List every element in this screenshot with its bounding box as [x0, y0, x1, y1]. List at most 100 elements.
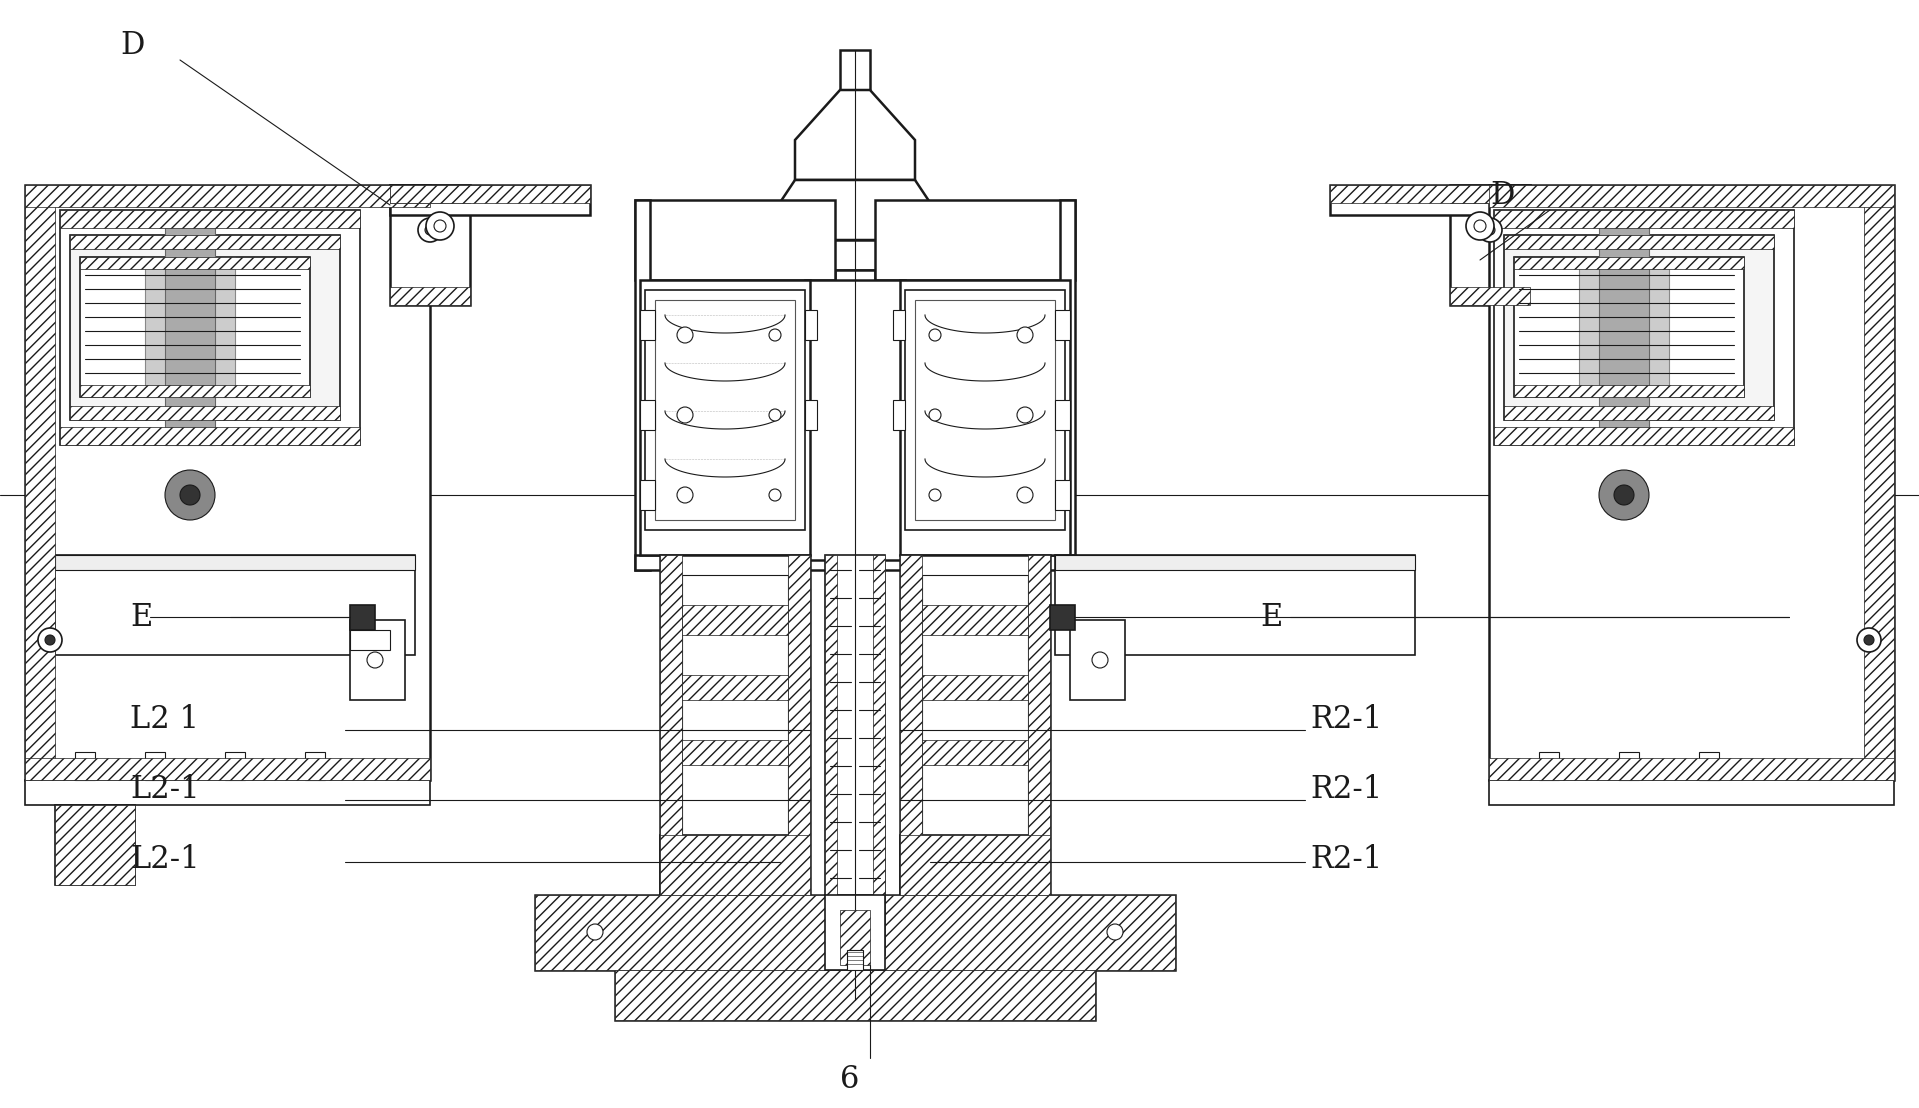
- Circle shape: [677, 488, 693, 503]
- Bar: [59, 211, 361, 445]
- Bar: [1489, 758, 1894, 780]
- Circle shape: [165, 470, 215, 520]
- Circle shape: [770, 489, 781, 501]
- Text: R2-1: R2-1: [1311, 844, 1382, 875]
- Bar: [535, 895, 1174, 970]
- Text: L2 1: L2 1: [130, 705, 200, 736]
- Bar: [81, 257, 311, 269]
- Bar: [390, 287, 470, 305]
- Bar: [825, 555, 885, 955]
- Bar: [390, 185, 589, 203]
- Bar: [614, 970, 1096, 1020]
- Circle shape: [1858, 628, 1881, 652]
- Bar: [25, 185, 430, 207]
- Text: R2-1: R2-1: [1311, 774, 1382, 806]
- Text: E: E: [1261, 602, 1282, 633]
- Bar: [921, 575, 1029, 925]
- Bar: [69, 235, 340, 249]
- Bar: [641, 310, 654, 340]
- Bar: [1539, 752, 1558, 780]
- Bar: [1055, 555, 1414, 570]
- Circle shape: [587, 924, 603, 940]
- Bar: [1059, 201, 1075, 570]
- Text: L2-1: L2-1: [130, 844, 200, 875]
- Bar: [1489, 780, 1894, 806]
- Bar: [1451, 185, 1529, 305]
- Bar: [56, 555, 415, 655]
- Bar: [25, 780, 430, 806]
- Text: L2-1: L2-1: [130, 774, 200, 806]
- Bar: [921, 740, 1029, 765]
- Bar: [645, 290, 804, 530]
- Bar: [1489, 185, 1894, 780]
- Bar: [1620, 752, 1639, 780]
- Bar: [1514, 257, 1744, 397]
- Circle shape: [1485, 225, 1495, 235]
- Bar: [1055, 400, 1071, 430]
- Bar: [81, 257, 311, 397]
- Text: R2-1: R2-1: [1311, 705, 1382, 736]
- Bar: [681, 575, 789, 925]
- Bar: [146, 257, 234, 397]
- Circle shape: [424, 225, 436, 235]
- Bar: [390, 185, 470, 305]
- Bar: [900, 280, 1071, 555]
- Bar: [81, 384, 311, 397]
- Bar: [1504, 406, 1773, 420]
- Bar: [635, 201, 651, 570]
- Bar: [835, 270, 875, 310]
- Bar: [900, 835, 1050, 895]
- Circle shape: [1017, 327, 1032, 343]
- Bar: [804, 400, 817, 430]
- Bar: [59, 211, 361, 228]
- Circle shape: [434, 220, 445, 232]
- Bar: [660, 555, 681, 925]
- Bar: [1050, 605, 1075, 630]
- Bar: [900, 555, 1050, 925]
- Bar: [1599, 215, 1648, 445]
- Bar: [1579, 257, 1670, 397]
- Bar: [1514, 384, 1744, 397]
- Bar: [614, 970, 1096, 1020]
- Circle shape: [1017, 488, 1032, 503]
- Bar: [1495, 211, 1794, 445]
- Circle shape: [1599, 470, 1648, 520]
- Bar: [59, 427, 361, 445]
- Bar: [349, 620, 405, 700]
- Circle shape: [677, 407, 693, 423]
- Bar: [56, 555, 415, 570]
- Bar: [1330, 185, 1529, 203]
- Bar: [146, 752, 165, 780]
- Bar: [1698, 752, 1719, 780]
- Circle shape: [770, 409, 781, 421]
- Circle shape: [367, 652, 384, 668]
- Circle shape: [1107, 924, 1123, 940]
- Bar: [349, 605, 374, 630]
- Circle shape: [418, 218, 441, 242]
- Bar: [654, 300, 794, 520]
- Circle shape: [1017, 407, 1032, 423]
- Bar: [900, 555, 921, 925]
- Circle shape: [1474, 220, 1485, 232]
- Bar: [1495, 427, 1794, 445]
- Bar: [1451, 185, 1529, 203]
- Circle shape: [677, 327, 693, 343]
- Bar: [641, 480, 654, 510]
- Bar: [825, 895, 885, 970]
- Bar: [1055, 310, 1071, 340]
- Bar: [900, 835, 1050, 895]
- Bar: [660, 835, 810, 895]
- Bar: [873, 555, 885, 955]
- Circle shape: [44, 635, 56, 645]
- Bar: [390, 185, 470, 203]
- Bar: [915, 300, 1055, 520]
- Circle shape: [1863, 635, 1875, 645]
- Circle shape: [1092, 652, 1107, 668]
- Bar: [841, 910, 869, 965]
- Bar: [25, 185, 56, 780]
- Bar: [1514, 257, 1744, 269]
- Circle shape: [426, 212, 455, 240]
- Bar: [1330, 185, 1529, 215]
- Bar: [875, 555, 1075, 570]
- Bar: [305, 752, 324, 780]
